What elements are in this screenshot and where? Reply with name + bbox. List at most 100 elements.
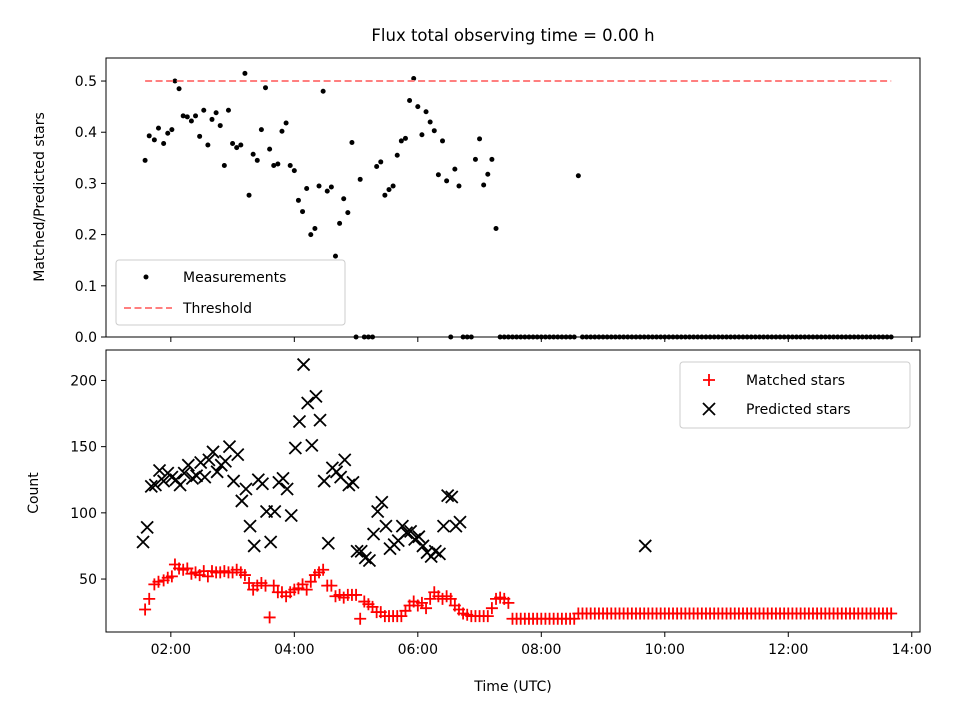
point-matched-stars bbox=[424, 592, 437, 605]
top-axes-frame bbox=[105, 57, 921, 338]
point-measurements bbox=[386, 187, 392, 193]
bottom-x-tick-label: 10:00 bbox=[645, 642, 685, 658]
point-measurements bbox=[193, 113, 199, 119]
point-measurements bbox=[456, 183, 462, 189]
bottom-axes-ticks: 02:00 04:00 06:00 08:00 10:00 12:00 14:00 50 100… bbox=[70, 373, 932, 658]
point-predicted-stars bbox=[276, 471, 290, 486]
point-measurements bbox=[161, 140, 167, 146]
bottom-x-tick-label: 12:00 bbox=[768, 642, 808, 658]
point-predicted-stars bbox=[362, 553, 377, 568]
point-predicted-stars bbox=[194, 455, 208, 470]
legend-label-measurements: Measurements bbox=[183, 270, 286, 286]
point-predicted-stars bbox=[268, 504, 282, 519]
point-matched-stars bbox=[502, 596, 515, 609]
top-axes-ticks: 0.0 0.1 0.2 0.3 0.4 0.5 bbox=[75, 74, 913, 346]
point-measurements bbox=[246, 192, 252, 198]
point-measurements bbox=[411, 75, 417, 81]
point-predicted-stars bbox=[305, 438, 319, 452]
point-measurements bbox=[427, 119, 433, 125]
bottom-legend: Matched stars Predicted stars bbox=[679, 361, 911, 429]
bottom-x-tick-label: 04:00 bbox=[274, 642, 314, 658]
bottom-x-tick-label: 08:00 bbox=[521, 642, 561, 658]
point-measurements bbox=[217, 123, 223, 129]
top-y-tick-label: 0.4 bbox=[75, 125, 97, 141]
point-matched-stars bbox=[300, 583, 313, 596]
point-predicted-stars bbox=[441, 488, 455, 503]
point-predicted-stars bbox=[366, 527, 381, 541]
point-measurements bbox=[320, 88, 326, 94]
point-predicted-stars bbox=[395, 519, 410, 533]
top-y-axis-label: Matched/Predicted stars bbox=[32, 112, 48, 282]
point-predicted-stars bbox=[156, 474, 171, 488]
point-measurements bbox=[225, 107, 231, 113]
legend-label-predicted: Predicted stars bbox=[746, 402, 851, 418]
top-y-tick-label: 0.2 bbox=[75, 228, 97, 244]
point-matched-stars bbox=[152, 575, 165, 588]
point-predicted-stars bbox=[202, 453, 216, 467]
point-measurements bbox=[234, 145, 240, 151]
point-predicted-stars bbox=[338, 453, 352, 467]
point-measurements bbox=[378, 159, 384, 165]
point-measurements bbox=[155, 125, 161, 131]
point-measurements bbox=[275, 161, 281, 167]
point-predicted-stars bbox=[235, 494, 249, 508]
point-predicted-stars bbox=[288, 441, 302, 455]
point-measurements bbox=[394, 152, 400, 158]
point-measurements bbox=[444, 178, 450, 184]
point-matched-stars bbox=[238, 569, 251, 582]
top-y-tick-label: 0.5 bbox=[75, 74, 97, 90]
top-axes: 0.0 0.1 0.2 0.3 0.4 0.5 Matched/Predicted sta… bbox=[32, 57, 921, 346]
point-predicted-stars bbox=[243, 519, 257, 533]
point-measurements bbox=[172, 78, 178, 84]
point-matched-stars bbox=[267, 579, 280, 592]
point-measurements bbox=[357, 176, 363, 182]
point-predicted-stars bbox=[136, 535, 150, 549]
point-predicted-stars bbox=[375, 495, 389, 509]
point-measurements bbox=[205, 142, 211, 148]
point-measurements bbox=[345, 210, 351, 216]
point-predicted-stars bbox=[321, 536, 335, 550]
point-measurements bbox=[472, 156, 478, 162]
point-measurements bbox=[489, 156, 495, 162]
point-measurements bbox=[258, 127, 264, 133]
point-measurements bbox=[283, 120, 289, 126]
point-measurements bbox=[254, 157, 260, 163]
bottom-x-tick-label: 06:00 bbox=[398, 642, 438, 658]
point-predicted-stars bbox=[264, 535, 278, 549]
bottom-axes-frame bbox=[105, 349, 921, 633]
point-measurements bbox=[382, 192, 388, 198]
point-measurements bbox=[440, 138, 446, 144]
point-measurements bbox=[423, 109, 429, 115]
point-measurements bbox=[431, 128, 437, 134]
point-measurements bbox=[188, 118, 194, 124]
bottom-y-tick-label: 50 bbox=[79, 572, 97, 588]
point-predicted-stars bbox=[403, 524, 418, 539]
point-matched-stars bbox=[354, 612, 367, 625]
point-predicted-stars bbox=[231, 447, 245, 462]
point-predicted-stars bbox=[638, 539, 652, 553]
top-y-tick-label: 0.1 bbox=[75, 279, 97, 295]
point-measurements bbox=[374, 164, 380, 170]
point-predicted-stars bbox=[218, 454, 233, 468]
point-measurements bbox=[419, 132, 425, 138]
point-measurements bbox=[300, 209, 306, 215]
point-measurements bbox=[452, 166, 458, 172]
point-measurements bbox=[180, 113, 186, 119]
point-measurements bbox=[151, 137, 157, 143]
point-matched-stars bbox=[481, 610, 494, 623]
point-predicted-stars bbox=[412, 530, 426, 544]
point-predicted-stars bbox=[309, 389, 323, 403]
point-measurements bbox=[324, 188, 330, 194]
point-matched-stars bbox=[165, 570, 178, 583]
point-measurements bbox=[184, 114, 190, 120]
point-measurements bbox=[349, 139, 355, 145]
point-measurements bbox=[242, 70, 248, 76]
top-legend-box bbox=[115, 259, 346, 326]
x-axis-label: Time (UTC) bbox=[473, 679, 551, 695]
legend-marker-predicted bbox=[702, 402, 716, 416]
point-measurements bbox=[250, 151, 256, 157]
point-measurements bbox=[209, 116, 215, 122]
point-predicted-stars bbox=[226, 474, 241, 488]
point-predicted-stars bbox=[445, 490, 459, 504]
